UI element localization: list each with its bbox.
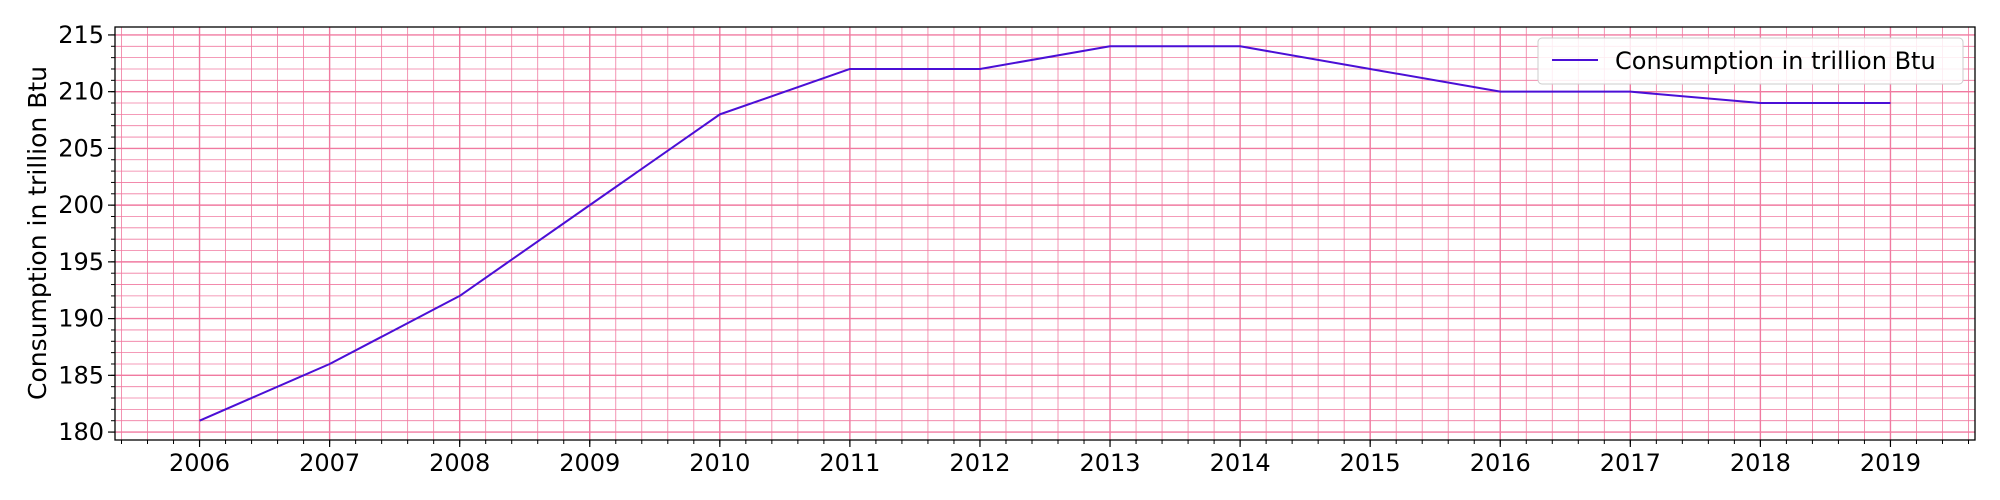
x-tick-label: 2011: [819, 449, 880, 477]
chart-grid: [115, 27, 1975, 440]
x-tick-label: 2017: [1600, 449, 1661, 477]
axis-ticks: [108, 34, 1969, 447]
y-axis-label: Consumption in trillion Btu: [23, 66, 52, 400]
x-tick-label: 2009: [559, 449, 620, 477]
series-line: [199, 45, 1891, 422]
y-tick-label: 195: [58, 248, 104, 276]
y-tick-label: 190: [58, 305, 104, 333]
legend-box: [1537, 37, 1964, 85]
x-tick-label: 2016: [1470, 449, 1531, 477]
x-tick-label: 2013: [1079, 449, 1140, 477]
series-lines: [199, 45, 1891, 422]
y-tick-label: 210: [58, 78, 104, 106]
x-tick-label: 2008: [429, 449, 490, 477]
y-tick-label: 185: [58, 361, 104, 389]
legend: Consumption in trillion Btu: [1537, 37, 1964, 85]
y-tick-label: 180: [58, 418, 104, 446]
y-tick-label: 205: [58, 134, 104, 162]
legend-label: Consumption in trillion Btu: [1615, 47, 1936, 75]
y-tick-label: 200: [58, 191, 104, 219]
x-tick-label: 2010: [689, 449, 750, 477]
x-tick-label: 2015: [1340, 449, 1401, 477]
x-tick-label: 2014: [1210, 449, 1271, 477]
x-tick-label: 2019: [1860, 449, 1921, 477]
x-tick-label: 2007: [299, 449, 360, 477]
plot-frame: [114, 26, 1976, 441]
x-tick-label: 2006: [169, 449, 230, 477]
x-tick-labels: 2006 2007 2008 2009 2010 2011 2012 2013 2014 2015…: [169, 449, 1921, 477]
x-tick-label: 2018: [1730, 449, 1791, 477]
y-tick-labels: 180 185 190 195 200 205 210 215: [58, 21, 104, 446]
y-tick-label: 215: [58, 21, 104, 49]
x-tick-label: 2012: [949, 449, 1010, 477]
